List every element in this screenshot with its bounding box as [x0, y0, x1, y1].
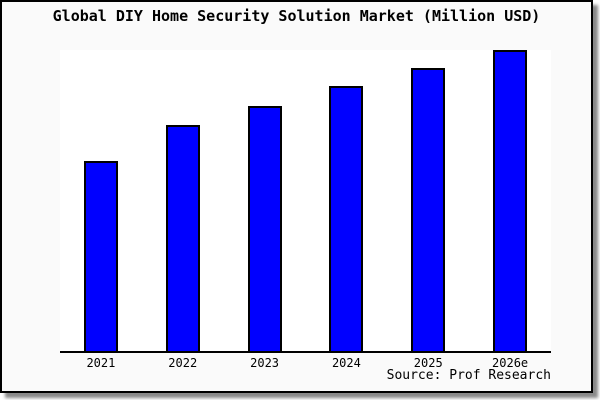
x-tick-label-2026e: 2026e: [492, 356, 529, 370]
chart-frame: Global DIY Home Security Solution Market…: [0, 0, 593, 393]
x-axis-labels: 2021 2022 2023 2024 2025 2026e: [60, 356, 551, 372]
chart-title: Global DIY Home Security Solution Market…: [52, 7, 541, 25]
x-tick-label-2024: 2024: [331, 356, 361, 370]
bar-2026e: [493, 50, 528, 351]
bar-2022: [165, 125, 200, 351]
bar-2024: [329, 86, 364, 351]
x-tick-label-2021: 2021: [86, 356, 116, 370]
plot-area: [60, 50, 551, 353]
bar-2021: [83, 161, 118, 351]
source-credit: Source: Prof Research: [386, 368, 551, 383]
x-tick-label-2022: 2022: [168, 356, 198, 370]
x-tick-label-2025: 2025: [413, 356, 443, 370]
bar-2025: [411, 68, 446, 351]
bar-2023: [247, 105, 282, 351]
x-tick-label-2023: 2023: [250, 356, 280, 370]
